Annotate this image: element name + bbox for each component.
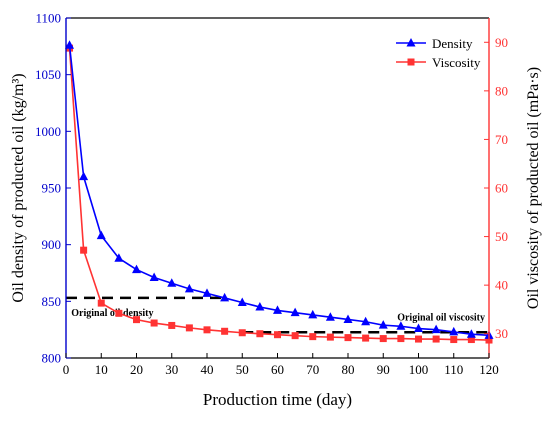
right-y-tick-label: 70 [495,132,508,147]
viscosity-point [397,335,405,343]
x-tick-label: 120 [479,362,499,377]
density-point [414,323,423,333]
viscosity-point [168,321,176,329]
density-point [431,324,441,334]
x-tick-label: 30 [165,362,178,377]
density-point [449,326,459,336]
density-point [65,40,75,49]
density-line [68,45,490,337]
viscosity-point [309,333,317,341]
viscosity-point [150,319,158,327]
viscosity-point [80,246,88,254]
density-point [273,305,282,314]
density-point [132,264,141,274]
x-tick-label: 40 [201,362,214,377]
density-point [149,272,159,282]
density-point [167,278,177,287]
right-y-tick-label: 50 [495,229,508,244]
left-y-tick-label: 950 [42,181,62,196]
density-point [325,312,335,321]
viscosity-point [256,330,264,338]
x-tick-label: 50 [236,362,249,377]
right-y-tick-label: 90 [495,35,508,50]
viscosity-point [221,327,229,335]
density-point [202,288,212,297]
reference-label-1: Original oil viscosity [397,312,485,323]
viscosity-point [291,332,299,340]
density-point [237,297,247,306]
viscosity-point [415,335,422,343]
right-y-axis-label: Oil viscosity of producted oil (mPa·s) [525,67,542,309]
density-point [466,329,476,338]
legend: Density Viscosity [396,36,481,70]
x-tick-label: 90 [377,362,390,377]
x-tick-label: 60 [271,362,284,377]
left-y-axis-label: Oil density of producted oil (kg/m³) [10,73,27,302]
density-point [290,307,300,317]
legend-viscosity-label: Viscosity [432,55,481,70]
x-tick-label: 80 [342,362,355,377]
left-y-tick-label: 1050 [35,67,61,82]
density-point [343,314,353,323]
viscosity-point [362,334,370,342]
density-point [361,316,371,326]
x-tick-label: 110 [444,362,463,377]
left-y-tick-label: 800 [42,351,62,366]
x-axis-label: Production time (day) [203,390,352,409]
viscosity-point [238,329,246,337]
viscosity-point [450,336,458,344]
density-point [79,171,89,181]
left-y-tick-label: 1000 [35,124,61,139]
density-point [255,302,265,311]
density-point [378,320,388,329]
left-y-tick-label: 1100 [35,11,61,26]
density-point [220,292,230,302]
right-y-tick-label: 60 [495,181,508,196]
viscosity-point [326,333,334,341]
density-point [114,253,124,262]
left-y-tick-label: 900 [42,237,62,252]
legend-density-label: Density [432,36,473,51]
viscosity-point [274,331,281,339]
x-tick-label: 20 [130,362,143,377]
viscosity-point [379,335,387,343]
x-tick-label: 0 [63,362,70,377]
viscosity-line [68,48,490,341]
reference-label-0: Original oil density [71,308,153,319]
left-y-tick-label: 850 [42,294,62,309]
viscosity-point [115,309,123,317]
reference-lines: Original oil density Original oil viscosi… [66,296,489,334]
ticks: 0 10 20 30 40 50 60 70 80 90 100 110 120 800 850 900 950… [35,11,508,378]
right-y-tick-label: 80 [495,83,508,98]
x-tick-label: 100 [409,362,429,377]
viscosity-point [203,326,211,334]
viscosity-point [344,334,352,342]
viscosity-point [432,335,440,343]
right-y-tick-label: 30 [495,326,508,341]
labels: Production time (day) Oil density of prod… [10,67,542,409]
density-point [184,283,194,293]
legend-density-marker [406,38,416,47]
density-point [96,230,106,240]
viscosity-point [97,299,105,307]
x-tick-label: 10 [95,362,108,377]
right-y-tick-label: 40 [495,278,508,293]
legend-viscosity-marker [407,58,415,66]
viscosity-point [133,316,140,324]
viscosity-point [185,324,193,332]
x-tick-label: 70 [306,362,319,377]
density-point [396,321,406,330]
density-point [308,309,318,319]
viscosity-point [467,336,475,344]
